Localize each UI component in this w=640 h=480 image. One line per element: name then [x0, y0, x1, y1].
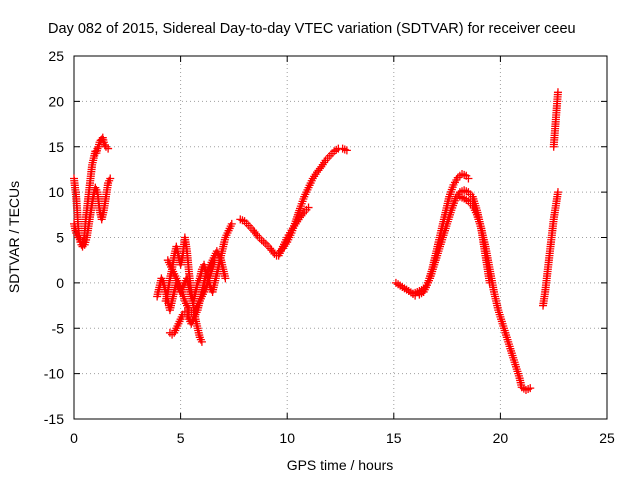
data-point: [464, 174, 473, 183]
y-tick-label: 15: [48, 139, 64, 155]
x-tick-label: 15: [386, 430, 402, 446]
data-point: [251, 229, 260, 238]
data-point: [236, 215, 245, 224]
data-point: [104, 144, 113, 153]
data-series: [70, 88, 562, 394]
y-tick-label: -5: [52, 320, 65, 336]
data-point: [340, 145, 349, 154]
chart-title: Day 082 of 2015, Sidereal Day-to-day VTE…: [48, 21, 576, 37]
y-axis-label: SDTVAR / TECUs: [6, 181, 22, 293]
x-tick-label: 5: [177, 430, 185, 446]
data-point: [197, 337, 206, 346]
data-point: [227, 219, 236, 228]
y-tick-label: 0: [56, 275, 64, 291]
data-point: [268, 248, 277, 257]
y-tick-label: 20: [48, 93, 64, 109]
data-point: [259, 238, 268, 247]
y-tick-label: 10: [48, 184, 64, 200]
y-tick-label: 25: [48, 48, 64, 64]
data-point: [101, 142, 110, 151]
data-point: [298, 209, 307, 218]
series-arc-2d: [163, 256, 219, 319]
y-tick-label: -10: [44, 366, 64, 382]
series-arc-5a: [539, 188, 562, 310]
data-point: [524, 385, 533, 394]
data-point: [304, 203, 313, 212]
data-point: [106, 174, 115, 183]
x-axis-label: GPS time / hours: [287, 457, 394, 473]
series-arc-3b: [274, 203, 313, 260]
data-point: [332, 145, 341, 154]
data-point: [526, 384, 535, 393]
data-point: [458, 169, 467, 178]
data-point: [460, 186, 469, 195]
x-tick-label: 10: [279, 430, 295, 446]
plot-frame: [73, 55, 608, 420]
data-point: [338, 144, 347, 153]
axis-ticks: 0 5 10 15 20 25 25 20 15 10 5 0 -5 -10 -15: [44, 48, 615, 446]
series-arc-3: [236, 144, 351, 260]
x-tick-label: 20: [493, 430, 509, 446]
series-arc-1b: [70, 174, 115, 249]
x-tick-label: 0: [70, 430, 78, 446]
data-point: [553, 188, 562, 197]
grid: [74, 56, 607, 419]
data-point: [553, 88, 562, 97]
y-tick-label: 5: [56, 230, 64, 246]
y-tick-label: -15: [44, 411, 64, 427]
x-tick-label: 25: [599, 430, 615, 446]
series-arc-5b: [549, 88, 562, 151]
data-point: [221, 274, 230, 283]
data-point: [93, 144, 102, 153]
data-point: [210, 256, 219, 265]
data-point: [342, 146, 351, 155]
series-arc-4c: [455, 192, 535, 394]
